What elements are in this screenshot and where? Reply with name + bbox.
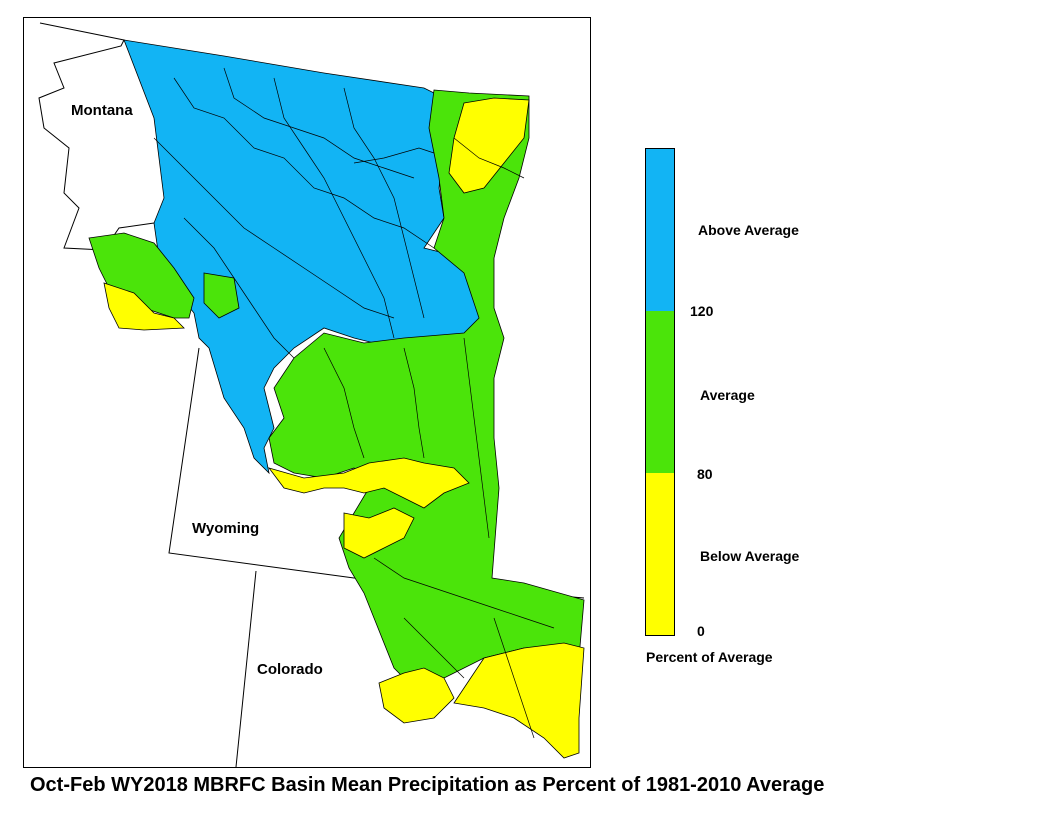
state-label-colorado: Colorado: [257, 661, 323, 678]
legend-tick-0: 0: [697, 623, 705, 639]
map-caption: Oct-Feb WY2018 MBRFC Basin Mean Precipit…: [30, 774, 825, 796]
state-label-wyoming: Wyoming: [192, 520, 260, 537]
legend-tick-80: 80: [697, 466, 713, 482]
legend-label-above-average: Above Average: [698, 222, 799, 238]
legend-color-bar: [645, 148, 675, 636]
basin-map: [38, 22, 585, 767]
map-frame: Montana Wyoming Colorado: [23, 17, 591, 768]
legend-label-average: Average: [700, 387, 755, 403]
basin-boundaries: [153, 67, 555, 739]
legend-title: Percent of Average: [646, 649, 773, 665]
state-label-montana: Montana: [71, 102, 133, 119]
legend-swatch-above-average: [646, 149, 674, 311]
legend-label-below-average: Below Average: [700, 548, 800, 564]
legend-swatch-below-average: [646, 473, 674, 635]
legend-tick-120: 120: [690, 303, 714, 319]
legend-swatch-average: [646, 311, 674, 473]
region-below-average: [103, 97, 585, 759]
